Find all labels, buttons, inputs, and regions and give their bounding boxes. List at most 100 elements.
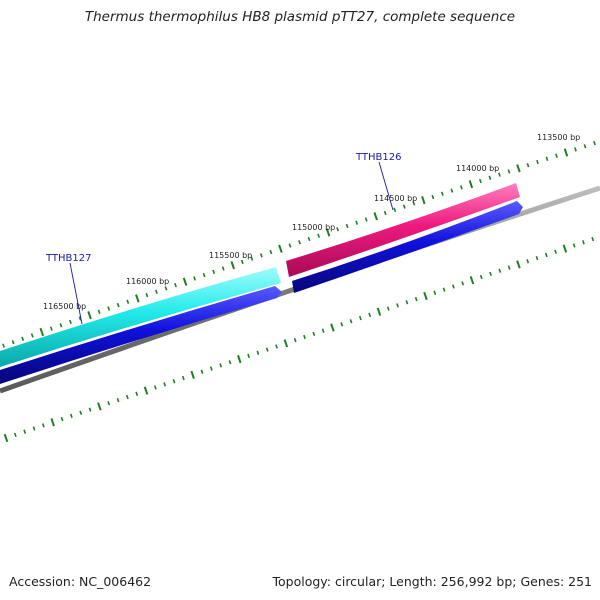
ruler-tick-outer-minor bbox=[593, 140, 596, 146]
ruler-tick-inner-minor bbox=[572, 243, 576, 248]
ruler-tick-outer-major bbox=[135, 294, 140, 303]
ruler-tick-inner-minor bbox=[60, 416, 64, 422]
ruler-label-116000: 116000 bp bbox=[126, 277, 169, 286]
ruler-tick-inner-major bbox=[516, 260, 521, 269]
ruler-tick-outer-minor bbox=[59, 323, 63, 328]
ruler-tick-inner-minor bbox=[433, 290, 437, 295]
ruler-tick-outer-minor bbox=[440, 191, 444, 196]
ruler-tick-inner-minor bbox=[303, 334, 306, 340]
ruler-tick-inner-minor bbox=[535, 255, 539, 261]
ruler-tick-inner-major bbox=[562, 244, 568, 253]
ruler-tick-inner-minor bbox=[312, 331, 316, 336]
ruler-tick-outer-minor bbox=[393, 207, 397, 212]
ruler-ticks-inner bbox=[3, 237, 595, 443]
ruler-tick-outer-minor bbox=[545, 156, 549, 161]
ruler-tick-inner-minor bbox=[200, 369, 204, 374]
gene-feature-tthb127 bbox=[0, 267, 281, 367]
ruler-tick-inner-major bbox=[143, 386, 149, 395]
ruler-tick-outer-minor bbox=[583, 144, 587, 149]
ruler-tick-inner-minor bbox=[23, 429, 27, 434]
ruler-label-114000: 114000 bp bbox=[456, 164, 499, 173]
ruler-tick-outer-minor bbox=[221, 266, 225, 271]
ruler-tick-inner-minor bbox=[479, 274, 483, 280]
ruler-tick-outer-minor bbox=[431, 194, 435, 200]
ruler-tick-outer-minor bbox=[459, 185, 463, 190]
ruler-tick-inner-minor bbox=[125, 394, 129, 400]
ruler-tick-outer-minor bbox=[412, 201, 416, 206]
ruler-tick-inner-minor bbox=[461, 281, 465, 286]
ruler-tick-outer-minor bbox=[536, 159, 539, 165]
ruler-tick-inner-minor bbox=[163, 382, 167, 387]
ruler-tick-outer-minor bbox=[11, 340, 15, 345]
ruler-tick-outer-minor bbox=[174, 282, 177, 288]
ruler-tick-inner-minor bbox=[591, 237, 595, 242]
ruler-label-116500: 116500 bp bbox=[43, 302, 86, 311]
ruler-tick-outer-minor bbox=[555, 153, 558, 158]
ruler-tick-inner-minor bbox=[526, 259, 530, 264]
ruler-tick-outer-major bbox=[39, 327, 45, 337]
ruler-tick-outer-major bbox=[421, 196, 426, 205]
ruler-tick-outer-minor bbox=[317, 233, 320, 238]
gene-label-pointer-tthb127 bbox=[69, 262, 83, 325]
ruler-tick-outer-major bbox=[230, 261, 236, 270]
ruler-tick-outer-minor bbox=[107, 306, 111, 311]
ruler-tick-inner-minor bbox=[340, 322, 344, 327]
ruler-label-115000: 115000 bp bbox=[292, 223, 335, 232]
ruler-tick-outer-minor bbox=[97, 309, 101, 314]
ruler-tick-inner-minor bbox=[88, 407, 92, 412]
ruler-label-114500: 114500 bp bbox=[374, 194, 417, 203]
ruler-tick-inner-minor bbox=[349, 319, 353, 324]
ruler-tick-outer-major bbox=[373, 212, 378, 221]
ruler-tick-inner-minor bbox=[321, 328, 325, 333]
ruler-label-113500: 113500 bp bbox=[537, 133, 580, 142]
ruler-tick-inner-major bbox=[423, 291, 428, 301]
ruler-tick-inner-minor bbox=[69, 413, 73, 419]
ruler-tick-inner-minor bbox=[544, 252, 548, 258]
gene-label-pointer-tthb126 bbox=[378, 161, 394, 211]
ruler-tick-outer-minor bbox=[250, 256, 254, 261]
ruler-tick-outer-minor bbox=[49, 326, 53, 331]
ruler-tick-outer-minor bbox=[69, 319, 72, 325]
ruler-tick-outer-minor bbox=[488, 175, 492, 180]
ruler-tick-outer-minor bbox=[355, 220, 359, 225]
ruler-tick-inner-minor bbox=[358, 315, 362, 321]
gene-label-tthb127[interactable]: TTHB127 bbox=[45, 253, 92, 264]
ruler-tick-inner-minor bbox=[442, 287, 446, 292]
accession-text: Accession: NC_006462 bbox=[9, 574, 152, 589]
ruler-tick-inner-minor bbox=[293, 338, 297, 343]
gene-label-tthb126[interactable]: TTHB126 bbox=[355, 152, 402, 163]
ruler-tick-outer-minor bbox=[307, 236, 311, 242]
ruler-tick-outer-minor bbox=[212, 269, 216, 274]
ruler-tick-inner-minor bbox=[256, 350, 260, 355]
ruler-tick-inner-minor bbox=[219, 363, 223, 368]
ruler-tick-inner-major bbox=[469, 276, 475, 285]
ruler-tick-inner-minor bbox=[116, 397, 120, 403]
ruler-tick-outer-major bbox=[516, 164, 521, 173]
ruler-tick-inner-minor bbox=[368, 312, 372, 318]
ruler-tick-outer-minor bbox=[288, 243, 292, 248]
topology-summary: Topology: circular; Length: 256,992 bp; … bbox=[272, 574, 593, 589]
ruler-tick-inner-minor bbox=[135, 391, 139, 396]
ruler-tick-outer-minor bbox=[498, 172, 501, 177]
ruler-tick-inner-minor bbox=[396, 303, 399, 308]
cds-feature-right bbox=[292, 201, 523, 293]
ruler-tick-inner-minor bbox=[275, 344, 278, 349]
ruler-tick-inner-minor bbox=[247, 353, 251, 359]
ruler-ticks-outer bbox=[2, 140, 596, 348]
ruler-tick-inner-major bbox=[97, 402, 102, 411]
ruler-tick-outer-minor bbox=[574, 147, 577, 152]
ruler-tick-inner-minor bbox=[181, 375, 185, 381]
gene-feature-tthb126 bbox=[286, 183, 520, 277]
ruler-tick-inner-major bbox=[237, 354, 242, 364]
ruler-tick-outer-minor bbox=[78, 316, 82, 321]
ruler-tick-inner-minor bbox=[13, 432, 17, 437]
ruler-tick-outer-minor bbox=[116, 302, 120, 308]
ruler-tick-outer-minor bbox=[364, 217, 368, 222]
ruler-tick-outer-major bbox=[325, 228, 331, 237]
ruler-tick-outer-major bbox=[182, 277, 188, 286]
map-title: Thermus thermophilus HB8 plasmid pTT27, … bbox=[84, 9, 516, 25]
ruler-tick-inner-major bbox=[3, 433, 9, 443]
ruler-tick-outer-major bbox=[87, 311, 92, 320]
ruler-tick-inner-minor bbox=[498, 268, 502, 273]
